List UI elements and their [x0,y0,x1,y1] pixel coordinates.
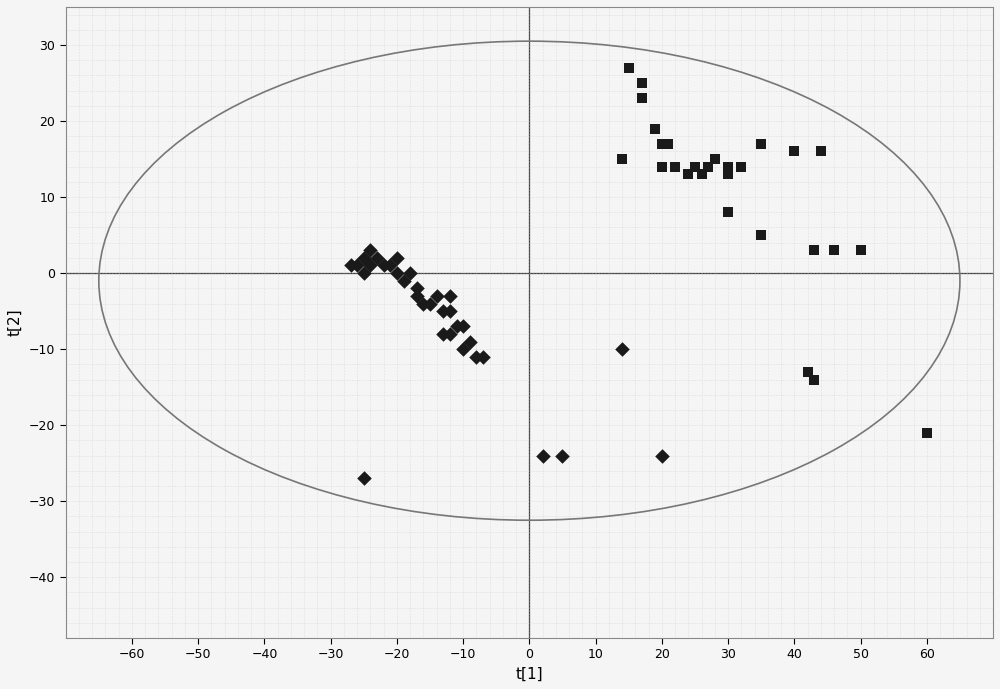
Point [733,161,749,172]
Point [468,351,484,362]
Point [409,282,425,294]
Point [343,260,359,271]
Point [680,169,696,180]
Point [654,138,670,150]
Point [720,207,736,218]
Point [449,321,465,332]
Point [919,427,935,438]
Point [654,450,670,461]
Point [356,267,372,278]
Point [435,306,451,317]
Point [813,146,829,157]
Point [753,229,769,240]
Point [647,123,663,134]
Point [442,329,458,340]
Point [667,161,683,172]
Point [435,329,451,340]
Point [786,146,802,157]
Point [455,321,471,332]
Point [660,138,676,150]
Point [389,252,405,263]
Point [853,245,869,256]
X-axis label: t[1]: t[1] [516,667,543,682]
Point [362,245,378,256]
Point [654,161,670,172]
Point [687,161,703,172]
Point [356,252,372,263]
Point [700,161,716,172]
Point [634,93,650,104]
Point [614,344,630,355]
Point [455,344,471,355]
Point [442,306,458,317]
Y-axis label: t[2]: t[2] [7,309,22,336]
Point [382,260,398,271]
Point [429,290,445,301]
Point [349,260,365,271]
Point [362,260,378,271]
Point [409,290,425,301]
Point [720,169,736,180]
Point [720,161,736,172]
Point [475,351,491,362]
Point [462,336,478,347]
Point [806,245,822,256]
Point [442,290,458,301]
Point [389,267,405,278]
Point [396,275,412,286]
Point [402,267,418,278]
Point [753,138,769,150]
Point [621,62,637,73]
Point [422,298,438,309]
Point [694,169,710,180]
Point [614,154,630,165]
Point [415,298,431,309]
Point [826,245,842,256]
Point [806,374,822,385]
Point [554,450,570,461]
Point [634,77,650,88]
Point [356,473,372,484]
Point [376,260,392,271]
Point [800,367,816,378]
Point [535,450,551,461]
Point [369,252,385,263]
Point [707,154,723,165]
